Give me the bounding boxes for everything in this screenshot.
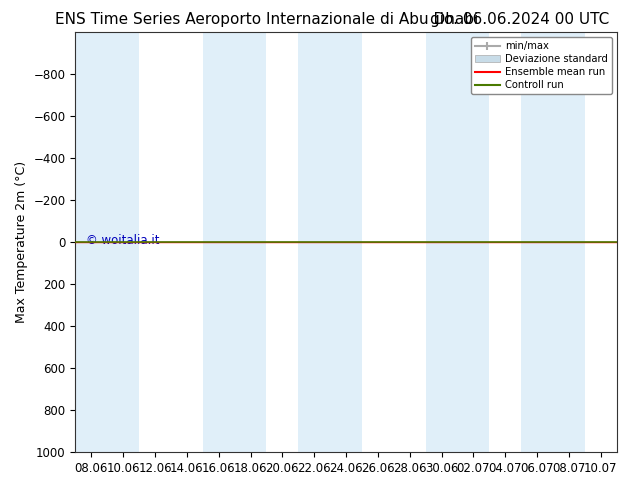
Text: ENS Time Series Aeroporto Internazionale di Abu Dhabi: ENS Time Series Aeroporto Internazionale… <box>55 12 478 27</box>
Bar <box>298 32 362 452</box>
Text: gio. 06.06.2024 00 UTC: gio. 06.06.2024 00 UTC <box>430 12 609 27</box>
Text: © woitalia.it: © woitalia.it <box>86 234 160 246</box>
Bar <box>203 32 266 452</box>
Legend: min/max, Deviazione standard, Ensemble mean run, Controll run: min/max, Deviazione standard, Ensemble m… <box>471 37 612 94</box>
Y-axis label: Max Temperature 2m (°C): Max Temperature 2m (°C) <box>15 161 28 323</box>
Bar <box>425 32 489 452</box>
Bar <box>521 32 585 452</box>
Bar <box>75 32 139 452</box>
